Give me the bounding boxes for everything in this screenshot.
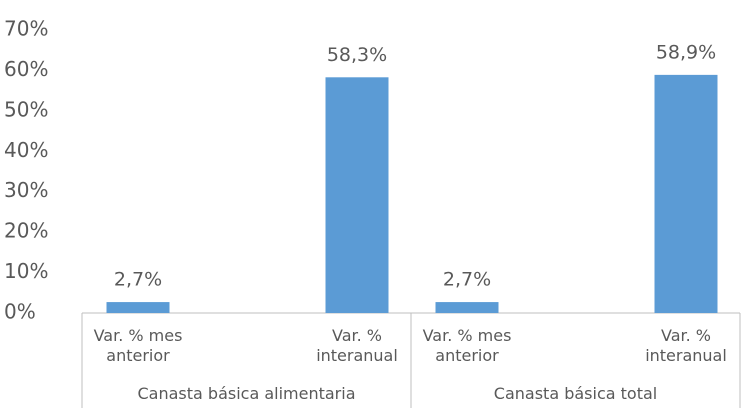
bar [106,302,170,313]
y-tick-label: 20% [4,219,48,243]
bar [654,74,718,313]
value-label: 58,9% [656,41,716,63]
value-label: 2,7% [443,269,491,291]
x-tick-label: Var. % mes anterior [422,326,512,365]
y-tick-label: 60% [4,57,48,81]
x-tick-label: Var. % interanual [645,326,727,365]
x-tick-label: Var. % mes anterior [93,326,183,365]
y-tick-label: 10% [4,259,48,283]
group-label: Canasta básica total [493,384,658,403]
y-tick-label: 0% [4,300,36,324]
y-tick-label: 50% [4,97,48,121]
y-tick-label: 30% [4,178,48,202]
group-label: Canasta básica alimentaria [137,384,356,403]
y-tick-label: 40% [4,138,48,162]
value-label: 58,3% [327,44,387,66]
y-tick-label: 70% [4,17,48,41]
bar [325,77,389,314]
value-label: 2,7% [114,269,162,291]
bar [435,302,499,313]
x-tick-label: Var. % interanual [316,326,398,365]
